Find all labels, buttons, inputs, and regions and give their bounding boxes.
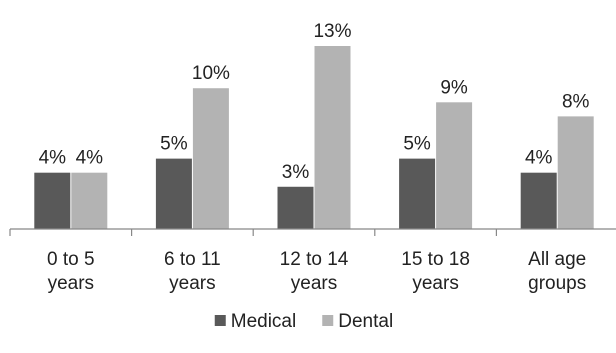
bar-medical-4 xyxy=(520,172,557,229)
category-label-line: 6 to 11 xyxy=(164,249,221,270)
data-label-medical-1: 5% xyxy=(160,134,188,155)
data-label-medical-0: 4% xyxy=(39,148,67,169)
legend-label-dental: Dental xyxy=(338,311,393,332)
category-label-line: years xyxy=(412,273,458,294)
data-label-dental-4: 8% xyxy=(562,91,590,112)
data-label-medical-4: 4% xyxy=(525,148,553,169)
category-label-2: 12 to 14 years xyxy=(280,249,349,294)
category-label-line: years xyxy=(291,273,337,294)
legend-swatch-medical xyxy=(214,315,226,326)
data-label-dental-3: 9% xyxy=(440,77,468,98)
data-label-medical-2: 3% xyxy=(282,162,310,183)
data-label-dental-2: 13% xyxy=(313,21,351,42)
category-label-line: All age xyxy=(528,249,586,270)
bar-medical-1 xyxy=(155,158,192,229)
bar-medical-2 xyxy=(277,186,314,229)
data-label-dental-0: 4% xyxy=(76,148,104,169)
category-label-line: years xyxy=(169,273,215,294)
category-label-3: 15 to 18 years xyxy=(401,249,470,294)
bar-dental-4 xyxy=(557,116,594,229)
bar-medical-0 xyxy=(34,172,71,229)
category-label-line: 0 to 5 xyxy=(47,249,95,270)
category-label-line: 15 to 18 xyxy=(401,249,470,270)
category-label-0: 0 to 5 years xyxy=(47,249,95,294)
category-label-1: 6 to 11 years xyxy=(164,249,221,294)
category-label-line: years xyxy=(48,273,94,294)
data-labels-layer: 4% 4% 5% 10% 3% 13% 5% 9% 4% 8% xyxy=(39,21,590,183)
bar-dental-0 xyxy=(71,172,108,229)
bar-dental-2 xyxy=(314,46,351,229)
data-label-medical-3: 5% xyxy=(403,134,431,155)
bar-medical-3 xyxy=(399,158,436,229)
bar-dental-1 xyxy=(192,88,229,229)
category-label-line: 12 to 14 xyxy=(280,249,349,270)
legend: Medical Dental xyxy=(214,311,393,332)
bar-dental-3 xyxy=(436,102,473,229)
legend-label-medical: Medical xyxy=(231,311,296,332)
legend-swatch-dental xyxy=(322,315,334,326)
category-label-4: All age groups xyxy=(528,249,586,294)
bars-layer xyxy=(34,46,594,229)
category-label-line: groups xyxy=(528,273,586,294)
data-label-dental-1: 10% xyxy=(192,63,230,84)
